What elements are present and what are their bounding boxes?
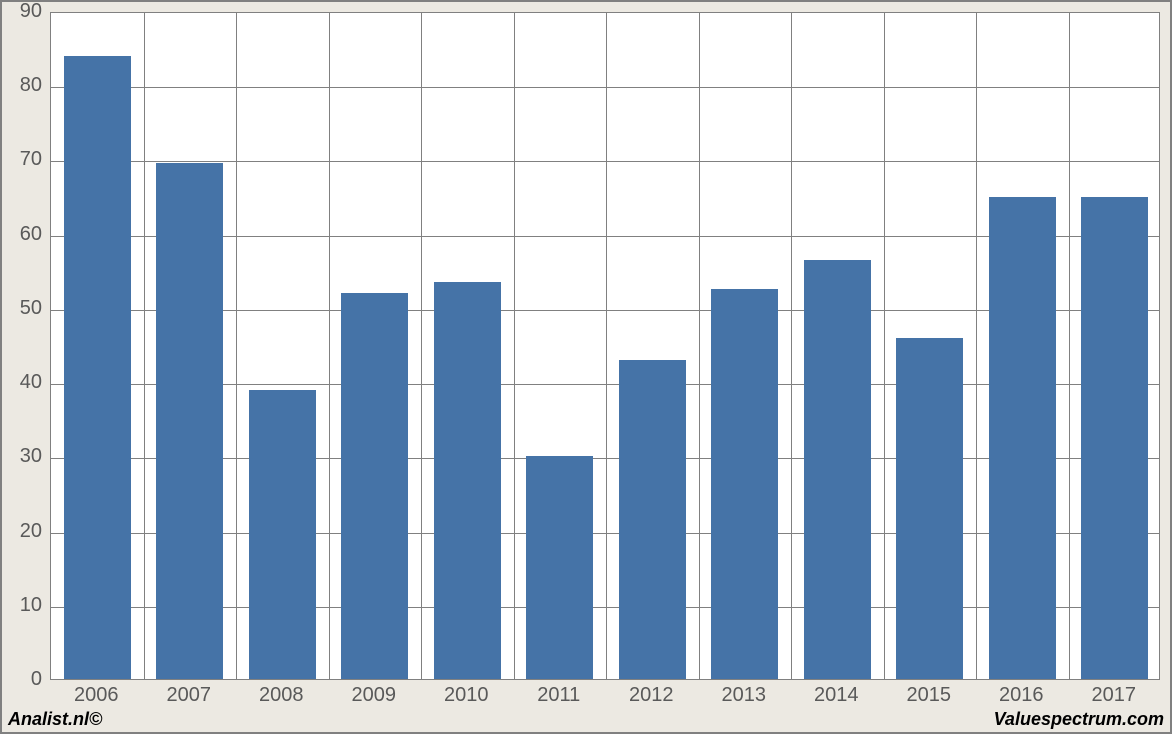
bar bbox=[249, 390, 316, 679]
x-tick-label: 2012 bbox=[605, 684, 698, 707]
y-tick-label: 80 bbox=[2, 74, 42, 97]
x-tick-label: 2006 bbox=[50, 684, 143, 707]
bar bbox=[989, 197, 1056, 679]
y-tick-label: 20 bbox=[2, 520, 42, 543]
bar bbox=[341, 293, 408, 679]
footer-right: Valuespectrum.com bbox=[994, 709, 1164, 730]
y-tick-label: 50 bbox=[2, 297, 42, 320]
y-tick-label: 40 bbox=[2, 371, 42, 394]
gridline-vertical bbox=[699, 13, 700, 679]
y-tick-label: 0 bbox=[2, 668, 42, 691]
gridline-vertical bbox=[421, 13, 422, 679]
bar bbox=[804, 260, 871, 679]
bar bbox=[619, 360, 686, 679]
plot-area bbox=[50, 12, 1160, 680]
gridline-vertical bbox=[606, 13, 607, 679]
gridline-vertical bbox=[514, 13, 515, 679]
x-tick-label: 2007 bbox=[143, 684, 236, 707]
x-tick-label: 2016 bbox=[975, 684, 1068, 707]
gridline-vertical bbox=[884, 13, 885, 679]
bar bbox=[896, 338, 963, 679]
gridline-vertical bbox=[144, 13, 145, 679]
gridline-vertical bbox=[976, 13, 977, 679]
gridline-vertical bbox=[1069, 13, 1070, 679]
x-tick-label: 2008 bbox=[235, 684, 328, 707]
y-tick-label: 60 bbox=[2, 223, 42, 246]
x-tick-label: 2011 bbox=[513, 684, 606, 707]
x-tick-label: 2014 bbox=[790, 684, 883, 707]
bar bbox=[434, 282, 501, 679]
x-tick-label: 2009 bbox=[328, 684, 421, 707]
bar bbox=[711, 289, 778, 679]
x-tick-label: 2017 bbox=[1068, 684, 1161, 707]
bar bbox=[526, 456, 593, 679]
bar bbox=[1081, 197, 1148, 679]
y-tick-label: 30 bbox=[2, 445, 42, 468]
bar bbox=[156, 163, 223, 679]
y-tick-label: 10 bbox=[2, 594, 42, 617]
gridline-horizontal bbox=[51, 87, 1159, 88]
footer-left: Analist.nl© bbox=[8, 709, 102, 730]
gridline-vertical bbox=[236, 13, 237, 679]
x-tick-label: 2010 bbox=[420, 684, 513, 707]
chart-frame: 0 10 20 30 40 50 60 70 80 90 20062007200820092010… bbox=[0, 0, 1172, 734]
y-tick-label: 90 bbox=[2, 0, 42, 23]
gridline-vertical bbox=[791, 13, 792, 679]
x-tick-label: 2015 bbox=[883, 684, 976, 707]
y-tick-label: 70 bbox=[2, 148, 42, 171]
bar bbox=[64, 56, 131, 679]
x-tick-label: 2013 bbox=[698, 684, 791, 707]
gridline-vertical bbox=[329, 13, 330, 679]
